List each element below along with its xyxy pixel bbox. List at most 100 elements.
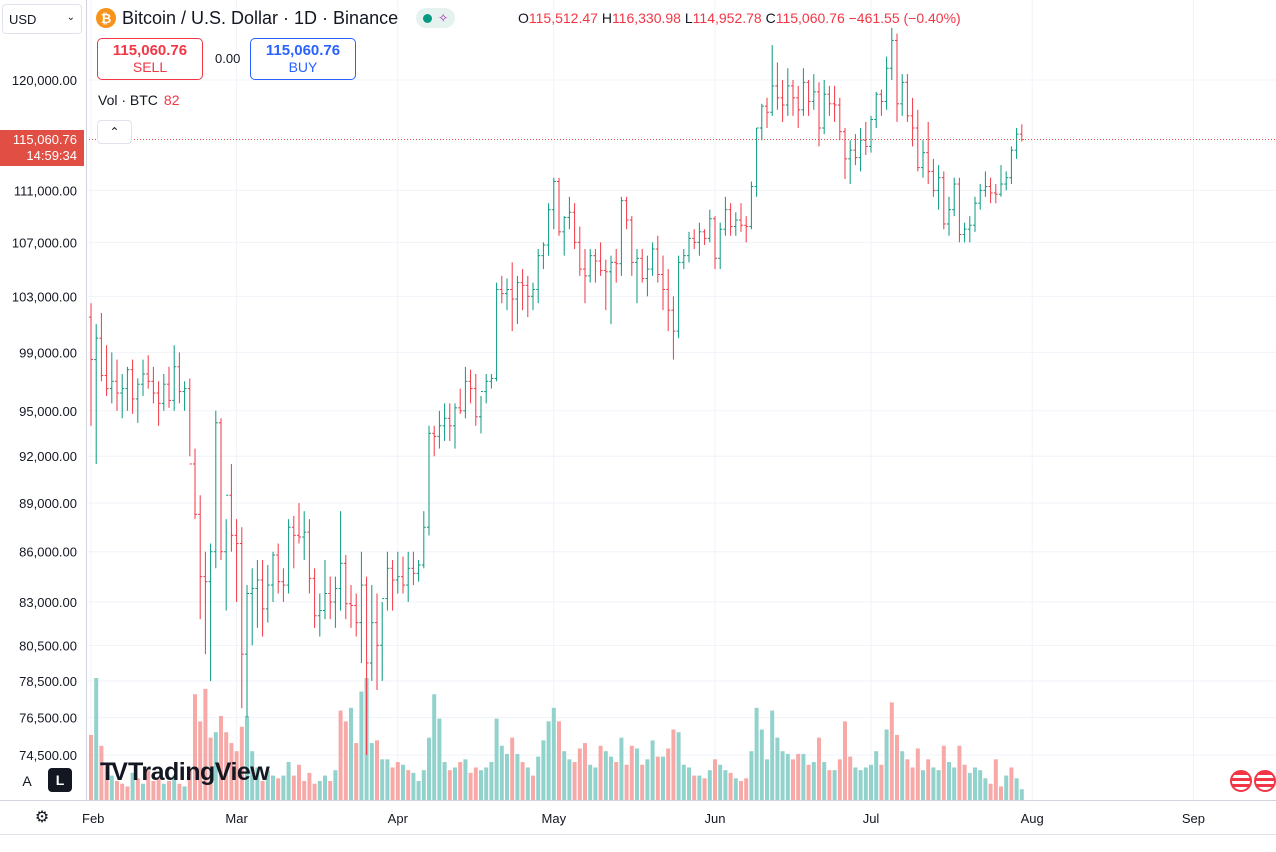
ohlc-bar bbox=[172, 345, 177, 411]
sell-label: SELL bbox=[132, 59, 168, 75]
volume-bar bbox=[1019, 789, 1024, 800]
price-tick-label: 99,000.00 bbox=[19, 345, 77, 360]
volume-bar bbox=[619, 737, 624, 800]
symbol-title[interactable]: Bitcoin / U.S. Dollar · 1D · Binance bbox=[122, 7, 399, 28]
ohlc-bar bbox=[141, 359, 145, 396]
ohlc-bar bbox=[255, 559, 260, 628]
volume-bar bbox=[369, 743, 374, 800]
volume-bar bbox=[447, 770, 452, 800]
price-tick-label: 76,500.00 bbox=[19, 710, 77, 725]
ohlc-bar bbox=[562, 216, 567, 256]
ohlc-bar bbox=[614, 248, 619, 283]
ohlc-bar bbox=[458, 388, 463, 414]
price-axis[interactable]: 120,000.00 111,000.00 107,000.00 103,000.00… bbox=[12, 0, 87, 800]
volume-bar bbox=[276, 778, 281, 800]
ohlc-bar bbox=[104, 345, 109, 396]
volume-bar bbox=[229, 743, 234, 800]
ohlc-bar bbox=[728, 203, 733, 236]
ohlc-bar bbox=[260, 559, 265, 637]
volume-bar bbox=[811, 762, 816, 800]
volume-bar bbox=[432, 694, 437, 800]
ohlc-bar bbox=[744, 216, 749, 243]
ohlc-bar bbox=[666, 269, 671, 332]
ohlc-bar bbox=[759, 103, 764, 141]
ohlc-bar bbox=[281, 568, 286, 603]
ohlc-bar bbox=[635, 248, 639, 304]
volume-bar bbox=[739, 781, 743, 800]
volume-bar bbox=[1004, 775, 1009, 800]
grid-lines bbox=[86, 0, 1276, 800]
volume-bar bbox=[458, 762, 463, 800]
volume-bar bbox=[494, 718, 499, 800]
ohlc-bar bbox=[265, 564, 270, 623]
volume-bar bbox=[853, 767, 858, 800]
ohlc-bar bbox=[125, 366, 130, 411]
ohlc-bar bbox=[629, 216, 634, 276]
sell-button[interactable]: 115,060.76 SELL bbox=[97, 38, 203, 80]
time-axis[interactable]: Feb Mar Apr May Jun Jul Aug Sep bbox=[0, 800, 1276, 835]
ohlc-bar bbox=[395, 551, 400, 594]
volume-bar bbox=[380, 759, 385, 800]
volume-bar bbox=[245, 715, 249, 800]
volume-bar bbox=[255, 767, 260, 800]
volume-bar bbox=[999, 786, 1003, 800]
ohlc-bar bbox=[390, 559, 395, 611]
volume-bar bbox=[1014, 778, 1019, 800]
ohlc-bar bbox=[411, 551, 416, 586]
volume-bar bbox=[941, 745, 946, 800]
volume-bar bbox=[874, 751, 879, 800]
volume-bar bbox=[427, 737, 431, 800]
volume-bar bbox=[307, 772, 312, 800]
volume-bar bbox=[796, 753, 801, 800]
ohlc-bar bbox=[203, 551, 208, 655]
ohlc-bar bbox=[583, 248, 587, 304]
time-tick-label: Feb bbox=[82, 811, 104, 826]
volume-bar bbox=[661, 756, 665, 800]
ohlc-bar bbox=[947, 196, 951, 236]
ohlc-bar bbox=[115, 359, 119, 411]
volume-bar bbox=[541, 740, 546, 800]
settings-gear-icon[interactable]: ⚙ bbox=[34, 809, 50, 826]
ohlc-bar bbox=[219, 418, 223, 560]
volume-bar bbox=[978, 770, 983, 800]
volume-bar bbox=[489, 762, 494, 800]
volume-bar bbox=[395, 762, 400, 800]
volume-bar bbox=[536, 756, 541, 800]
us-flag-icon[interactable] bbox=[1230, 770, 1252, 792]
ohlc-bar bbox=[343, 555, 348, 620]
volume-bar bbox=[843, 721, 847, 800]
ohlc-bar bbox=[510, 262, 515, 332]
ohlc-bar bbox=[453, 403, 457, 449]
log-scale-button[interactable]: L bbox=[48, 768, 72, 792]
ohlc-bar bbox=[271, 551, 275, 603]
volume-bar bbox=[1009, 767, 1014, 800]
ohlc-bar bbox=[822, 80, 827, 135]
us-flag-icon[interactable] bbox=[1254, 770, 1276, 792]
volume-bar bbox=[863, 767, 868, 800]
ohlc-bar bbox=[167, 366, 171, 408]
buy-button[interactable]: 115,060.76 BUY bbox=[250, 38, 356, 80]
auto-scale-button[interactable]: A bbox=[22, 773, 32, 789]
price-tick-label: 89,000.00 bbox=[19, 496, 77, 511]
collapse-legend-button[interactable]: ⌃ bbox=[97, 120, 132, 144]
ohlc-bar bbox=[541, 242, 546, 270]
volume-bar bbox=[895, 734, 899, 800]
volume-bar bbox=[733, 778, 738, 800]
ohlc-bar bbox=[333, 576, 338, 628]
ohlc-bar bbox=[863, 121, 868, 156]
volume-bar bbox=[983, 778, 988, 800]
share-icon: ✧ bbox=[438, 11, 449, 25]
volume-bar bbox=[671, 729, 676, 800]
market-status-pill[interactable]: ✧ bbox=[416, 8, 456, 28]
volume-legend[interactable]: Vol · BTC 82 bbox=[98, 92, 179, 108]
volume-bar bbox=[328, 781, 333, 800]
events-markers[interactable] bbox=[1228, 770, 1276, 792]
volume-bar bbox=[931, 767, 936, 800]
tradingview-logo[interactable]: TV TradingView bbox=[100, 758, 270, 787]
currency-select[interactable]: USD ⌄ bbox=[2, 4, 82, 34]
volume-bar bbox=[468, 772, 473, 800]
ohlc-bar bbox=[312, 568, 317, 628]
volume-bar bbox=[884, 729, 889, 800]
